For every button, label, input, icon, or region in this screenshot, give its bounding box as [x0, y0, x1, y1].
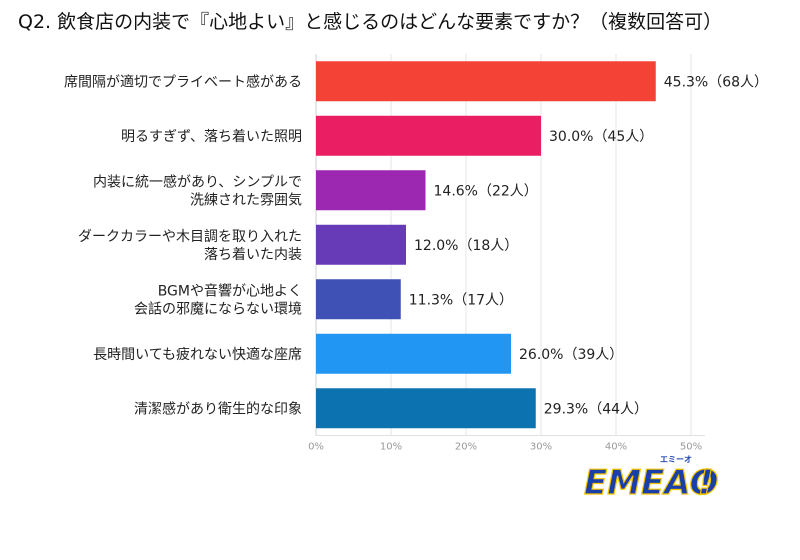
category-label: 内装に統一感があり、シンプルで洗練された雰囲気	[93, 173, 302, 208]
category-label: 清潔感があり衛生的な印象	[134, 400, 302, 417]
category-label: ダークカラーや木目調を取り入れた落ち着いた内装	[78, 229, 302, 263]
x-tick-label: 20%	[455, 442, 477, 453]
bar	[316, 224, 406, 265]
bar-layer	[316, 61, 656, 429]
data-label: 30.0%（45人）	[549, 129, 653, 145]
category-label: 長時間いても疲れない快適な座席	[93, 346, 302, 363]
x-tick-label: 0%	[308, 442, 324, 453]
bar	[316, 170, 426, 211]
bar	[316, 61, 656, 102]
bar	[316, 333, 511, 374]
logo-wordmark: EMEAO	[584, 463, 718, 500]
tick-layer: 0% 10% 20% 30% 40% 50%	[308, 442, 702, 453]
label-layer: 45.3%（68人） 席間隔が適切でプライベート感がある 30.0%（45人） 明るす…	[64, 73, 768, 417]
bar	[316, 279, 401, 320]
bar	[316, 388, 536, 429]
x-tick-label: 40%	[605, 442, 627, 453]
data-label: 11.3%（17人）	[409, 292, 513, 308]
logo-exclamation: !	[698, 463, 714, 500]
data-label: 14.6%（22人）	[434, 183, 538, 199]
category-label: 明るすぎず、落ち着いた照明	[121, 129, 302, 145]
chart-title: Q2. 飲食店の内装で『心地よい』と感じるのはどんな要素ですか？（複数回答可）	[18, 11, 723, 33]
bar	[316, 115, 541, 156]
x-tick-label: 10%	[380, 442, 402, 453]
data-label: 12.0%（18人）	[414, 238, 518, 254]
emeao-logo: エミーオ EMEAO !	[583, 455, 719, 500]
x-tick-label: 30%	[530, 442, 552, 453]
category-label: 席間隔が適切でプライベート感がある	[64, 73, 302, 90]
logo-tagline: エミーオ	[660, 455, 692, 464]
data-label: 29.3%（44人）	[544, 401, 648, 417]
data-label: 45.3%（68人）	[664, 74, 768, 90]
x-tick-label: 50%	[680, 442, 702, 453]
data-label: 26.0%（39人）	[519, 347, 623, 363]
category-label: BGMや音響が心地よく会話の邪魔にならない環境	[134, 282, 302, 317]
